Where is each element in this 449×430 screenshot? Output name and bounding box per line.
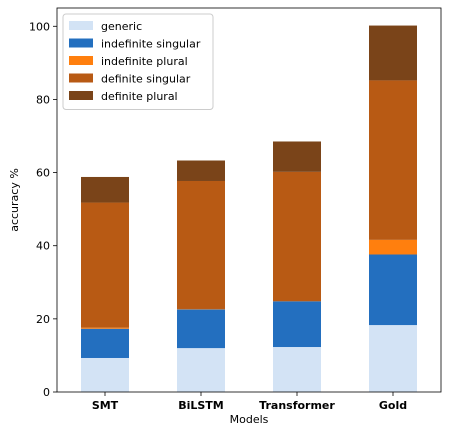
bar-segment-gold-definite-singular (369, 80, 417, 239)
y-tick-label: 40 (36, 240, 50, 253)
x-tick-label-smt: SMT (92, 399, 119, 412)
bar-segment-smt-definite-singular (81, 203, 129, 328)
legend-label-generic: generic (101, 20, 142, 33)
bar-segment-gold-indefinite-singular (369, 254, 417, 325)
legend-swatch-definite-plural (69, 91, 93, 100)
x-axis-title: Models (230, 413, 269, 425)
legend-label-indefinite-singular: indefinite singular (101, 38, 201, 51)
y-tick-label: 20 (36, 313, 50, 326)
legend-swatch-definite-singular (69, 74, 93, 83)
legend-swatch-indefinite-singular (69, 39, 93, 48)
bar-segment-transformer-generic (273, 347, 321, 392)
x-tick-label-gold: Gold (379, 399, 407, 412)
bar-segment-gold-generic (369, 325, 417, 392)
x-tick-label-bilstm: BiLSTM (178, 399, 224, 412)
bar-segment-transformer-definite-plural (273, 141, 321, 171)
bar-segment-gold-indefinite-plural (369, 240, 417, 255)
bar-segment-bilstm-indefinite-singular (177, 309, 225, 348)
bar-segment-smt-indefinite-plural (81, 328, 129, 329)
bar-segment-gold-definite-plural (369, 26, 417, 81)
y-tick-label: 0 (43, 386, 50, 399)
bar-segment-smt-generic (81, 358, 129, 392)
legend-swatch-indefinite-plural (69, 56, 93, 65)
legend-label-definite-singular: definite singular (101, 73, 191, 86)
y-axis-title: accuracy % (8, 168, 21, 232)
y-tick-label: 100 (29, 20, 50, 33)
y-tick-label: 80 (36, 93, 50, 106)
bar-segment-smt-definite-plural (81, 177, 129, 203)
legend-label-indefinite-plural: indefinite plural (101, 55, 188, 68)
bar-segment-smt-indefinite-singular (81, 329, 129, 358)
legend-swatch-generic (69, 21, 93, 30)
legend-label-definite-plural: definite plural (101, 90, 178, 103)
bar-segment-bilstm-definite-singular (177, 181, 225, 309)
bar-segment-transformer-indefinite-singular (273, 301, 321, 347)
legend: generic indefinite singular indefinite plu… (63, 14, 213, 110)
y-tick-label: 60 (36, 167, 50, 180)
bar-segment-bilstm-definite-plural (177, 161, 225, 181)
bar-segment-transformer-definite-singular (273, 172, 321, 301)
bar-segment-bilstm-generic (177, 348, 225, 392)
x-tick-label-transformer: Transformer (259, 399, 335, 412)
